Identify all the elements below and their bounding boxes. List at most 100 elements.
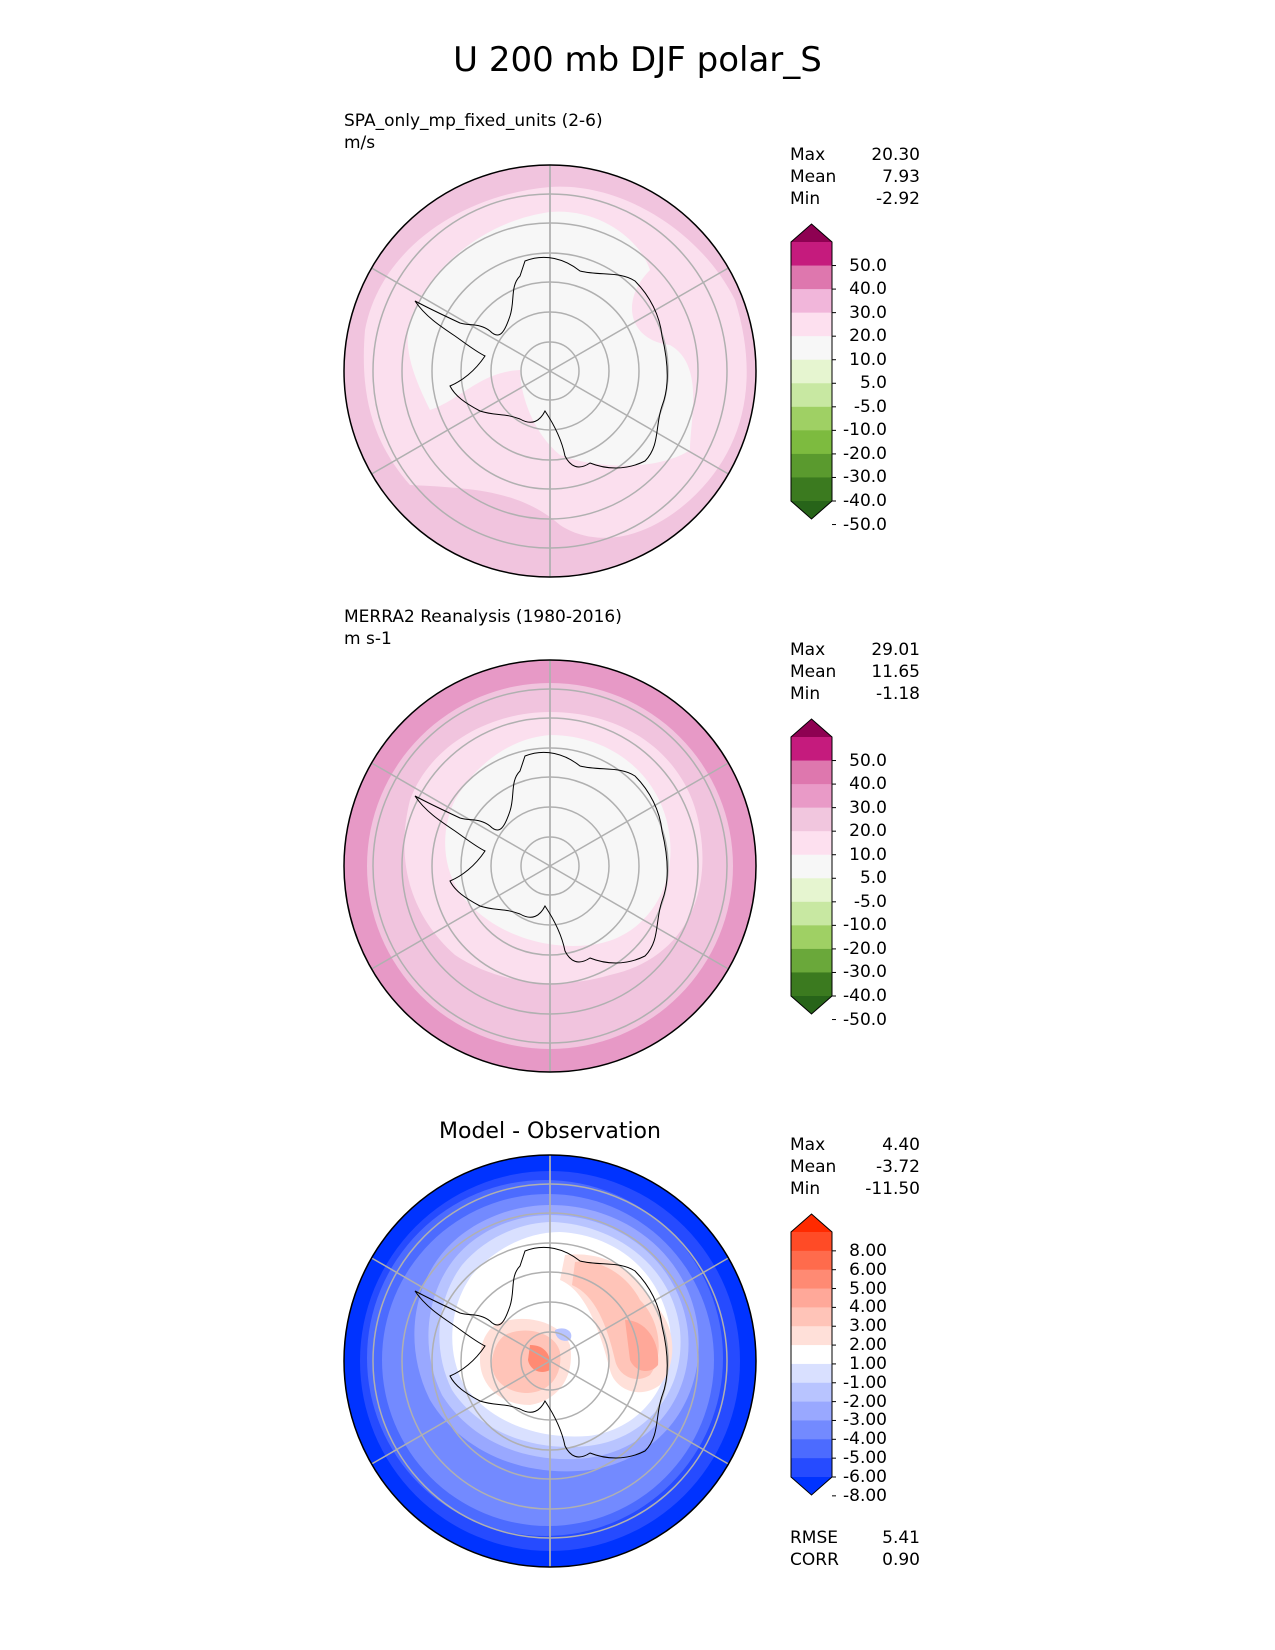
colorbar-segment <box>791 383 832 408</box>
colorbar-tick-label: -2.00 <box>843 1391 887 1412</box>
colorbar-tick-label: -30.0 <box>843 467 887 488</box>
stat-value: -1.18 <box>876 684 920 704</box>
colorbar-segment <box>791 477 832 502</box>
colorbar-tick-label: 20.0 <box>849 821 887 842</box>
colorbar-tick-label: -5.00 <box>843 1448 887 1469</box>
colorbar-tick-label: -4.00 <box>843 1429 887 1450</box>
colorbar-outline <box>790 223 833 520</box>
meridian-line <box>371 267 551 372</box>
stat-value: 20.30 <box>871 145 920 165</box>
colorbar-segment <box>791 1458 832 1478</box>
colorbar-segment <box>791 289 832 314</box>
panel3-stats: Max 4.40 Mean -3.72 Min -11.50 <box>790 1134 920 1200</box>
colorbar-tick-label: 50.0 <box>849 255 887 276</box>
colorbar-tick-label: -10.0 <box>843 420 887 441</box>
stat-label: Min <box>790 1179 821 1199</box>
colorbar-segment <box>791 948 832 973</box>
stat-label: Max <box>790 1135 826 1155</box>
stat-value: -3.72 <box>876 1157 920 1177</box>
meridian-line <box>371 762 551 867</box>
colorbar-segment <box>791 1420 832 1440</box>
stat-label: Max <box>790 640 826 660</box>
panel2-title: MERRA2 Reanalysis (1980-2016) m s-1 <box>344 606 622 650</box>
panel2-map-outline <box>343 659 757 1073</box>
colorbar-tick-label: -20.0 <box>843 938 887 959</box>
colorbar-segment <box>791 854 832 879</box>
colorbar-tick-label: 30.0 <box>849 302 887 323</box>
panel3-graticule <box>371 1155 729 1567</box>
colorbar-extend-min <box>791 1477 832 1495</box>
meridian-line <box>549 267 729 372</box>
colorbar-tick-label: 50.0 <box>849 750 887 771</box>
colorbar-tick-label: -3.00 <box>843 1410 887 1431</box>
colorbar-tick-label: 8.00 <box>849 1240 887 1261</box>
meridian-line <box>549 865 729 970</box>
colorbar-extend-max <box>791 1214 832 1232</box>
colorbar-outline <box>790 1213 833 1496</box>
colorbar-extend-max <box>791 719 832 737</box>
colorbar-extend-max <box>791 224 832 242</box>
stat-value: 7.93 <box>882 167 920 187</box>
panel2-coastline <box>414 751 668 964</box>
panel2-graticule <box>371 660 729 1072</box>
colorbar-segment <box>791 1345 832 1365</box>
colorbar-tick-label: -6.00 <box>843 1467 887 1487</box>
colorbar-segment <box>791 737 832 762</box>
meridian-line <box>549 762 729 867</box>
colorbar-tick-label: -30.0 <box>843 962 887 983</box>
colorbar-tick-label: -50.0 <box>843 514 887 535</box>
meridian-line <box>549 1257 729 1362</box>
stat-label: Min <box>790 684 821 704</box>
panel1-units: m/s <box>344 133 376 153</box>
panel1-title: SPA_only_mp_fixed_units (2-6) m/s <box>344 110 603 154</box>
colorbar-tick-label: 6.00 <box>849 1259 887 1280</box>
colorbar-tick-label: 20.0 <box>849 326 887 347</box>
colorbar-tick-label: 10.0 <box>849 844 887 865</box>
colorbar-segment <box>791 359 832 384</box>
meridian-line <box>549 370 729 475</box>
panel2-stats: Max 29.01 Mean 11.65 Min -1.18 <box>790 639 920 705</box>
stat-value: 11.65 <box>871 662 920 682</box>
colorbar-segment <box>791 336 832 361</box>
colorbar-tick-label: -50.0 <box>843 1009 887 1030</box>
colorbar-segment <box>791 1326 832 1346</box>
colorbar-tick-label: -5.0 <box>853 396 887 417</box>
colorbar-segment <box>791 312 832 337</box>
colorbar-segment <box>791 1250 832 1271</box>
colorbar-tick-label: -5.0 <box>853 891 887 912</box>
colorbar-segment <box>791 831 832 856</box>
colorbar-tick-label: 5.0 <box>859 868 887 889</box>
panel1-stats: Max 20.30 Mean 7.93 Min -2.92 <box>790 144 920 210</box>
stat-label: Mean <box>790 167 837 187</box>
colorbar-segment <box>791 265 832 290</box>
colorbar-tick-label: 3.00 <box>849 1316 887 1337</box>
colorbar-segment <box>791 430 832 455</box>
colorbar-segment <box>791 901 832 926</box>
colorbar-tick-label: -1.00 <box>843 1372 887 1393</box>
colorbar-segment <box>791 406 832 431</box>
colorbar-tick-label: 5.00 <box>849 1278 887 1299</box>
colorbar-segment <box>791 784 832 809</box>
colorbar-segment <box>791 1382 832 1403</box>
panel3-metrics: RMSE 5.41 CORR 0.90 <box>790 1527 920 1571</box>
colorbar-tick-label: 1.00 <box>849 1353 887 1374</box>
stat-label: Max <box>790 145 826 165</box>
panel3-coastline <box>414 1246 668 1459</box>
colorbar-outline <box>790 718 833 1015</box>
colorbar-tick-label: -40.0 <box>843 986 887 1006</box>
colorbar-tick-label: 40.0 <box>849 279 887 300</box>
meridian-line <box>371 1360 551 1465</box>
colorbar-segment <box>791 1288 832 1308</box>
colorbar-segment <box>791 807 832 832</box>
stat-label: Min <box>790 189 821 209</box>
stat-value: -11.50 <box>865 1179 920 1199</box>
metric-value: 0.90 <box>882 1550 920 1570</box>
figure-title: U 200 mb DJF polar_S <box>453 40 822 80</box>
colorbar-extend-min <box>791 996 832 1014</box>
colorbar-tick-label: -10.0 <box>843 915 887 936</box>
stat-value: 29.01 <box>871 640 920 660</box>
colorbar-tick-label: 10.0 <box>849 349 887 370</box>
panel2-name: MERRA2 Reanalysis (1980-2016) <box>344 607 622 627</box>
panel1-map-outline <box>343 164 757 578</box>
